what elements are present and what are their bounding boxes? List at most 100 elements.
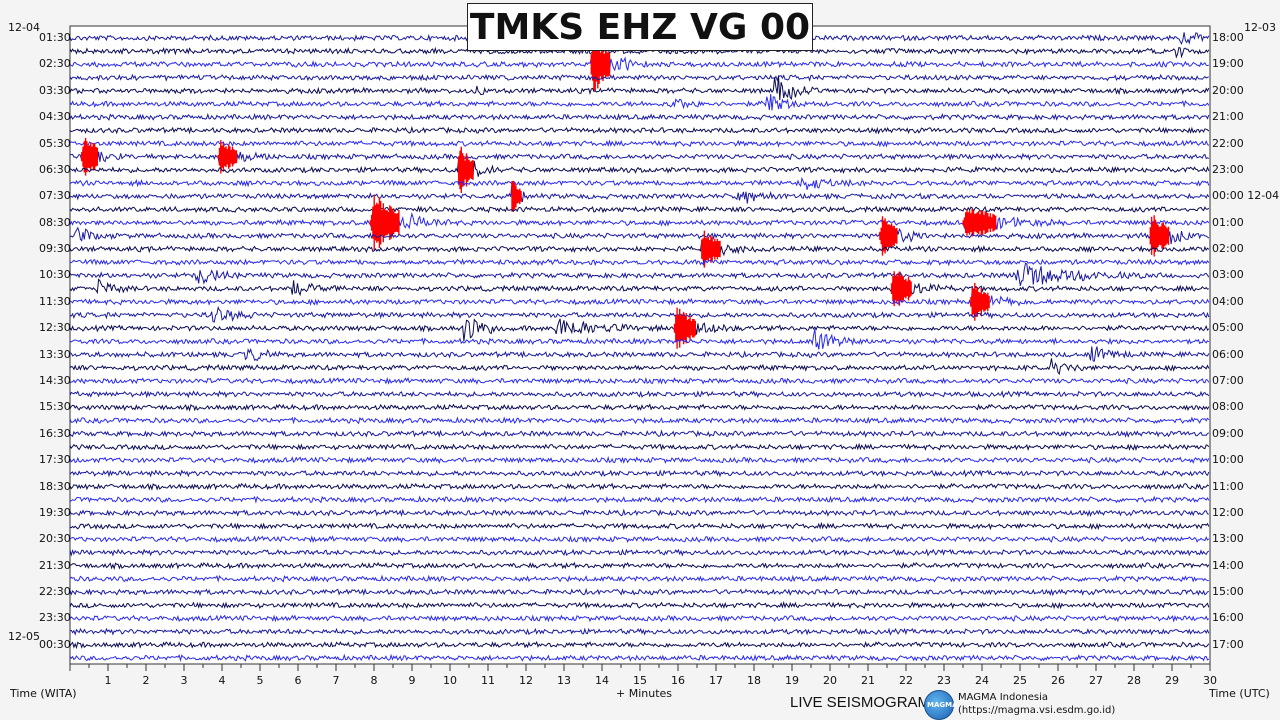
right-time-label: 11:00 [1212, 479, 1244, 493]
right-time-label: 07:00 [1212, 373, 1244, 387]
seismo-trace [69, 561, 1210, 571]
seismo-trace [69, 653, 1210, 663]
seismo-trace [69, 305, 1210, 323]
logo-text: MAGMA [927, 701, 958, 709]
seismo-trace [69, 442, 1210, 452]
left-time-label: 19:30 [39, 505, 71, 519]
clipped-signal [970, 282, 990, 321]
left-time-label: 01:30 [39, 31, 71, 44]
left-time-label: 02:30 [39, 57, 71, 71]
x-tick-label: 24 [975, 674, 989, 687]
left-time-label: 18:30 [39, 479, 71, 493]
seismo-trace [69, 390, 1210, 399]
x-tick-label: 18 [747, 674, 761, 687]
org-name: MAGMA Indonesia [958, 692, 1049, 703]
seismo-trace [69, 46, 1210, 59]
x-axis-right-caption: Time (UTC) [1209, 687, 1270, 700]
clipped-signal [879, 215, 1170, 257]
seismo-trace [69, 346, 1210, 362]
seismo-trace [69, 358, 1210, 376]
x-tick-label: 13 [557, 674, 571, 687]
seismo-trace [69, 93, 1210, 111]
right-time-label: 10:00 [1212, 453, 1244, 467]
left-time-label: 00:30 [39, 637, 71, 651]
left-time-label: 12:30 [39, 321, 71, 335]
seismo-trace [69, 112, 1210, 122]
seismo-trace [69, 495, 1210, 504]
left-time-label: 14:30 [39, 373, 71, 387]
seismo-trace [69, 258, 1210, 267]
x-tick-label: 1 [104, 674, 112, 687]
seismo-trace [69, 318, 1210, 342]
x-tick-label: 17 [709, 674, 723, 687]
seismo-trace [69, 416, 1210, 425]
seismo-trace [69, 587, 1209, 597]
x-tick-label: 23 [937, 674, 951, 687]
seismo-trace [69, 40, 1209, 81]
left-time-label: 04:30 [39, 110, 71, 124]
clipped-signal [511, 180, 522, 212]
org-info: MAGMA Indonesia (https://magma.vsi.esdm.… [958, 691, 1115, 717]
right-time-label: 17:00 [1212, 637, 1244, 651]
x-tick-label: 12 [519, 674, 533, 687]
seismo-trace [69, 376, 1210, 385]
clipped-signal [590, 37, 611, 92]
seismo-trace [69, 75, 1210, 101]
right-date-top: 12-03 [1244, 21, 1276, 34]
seismo-trace [69, 429, 1210, 438]
right-time-label: 18:00 [1212, 31, 1244, 44]
left-time-label: 07:30 [39, 189, 71, 203]
left-time-label: 06:30 [39, 162, 71, 176]
right-time-label: 03:00 [1212, 268, 1244, 282]
seismo-trace [69, 207, 1210, 236]
left-time-label: 08:30 [39, 215, 71, 229]
seismo-trace [69, 328, 1210, 350]
x-tick-label: 27 [1089, 674, 1103, 687]
seismo-trace [69, 403, 1210, 412]
seismo-trace [69, 275, 1209, 299]
x-tick-label: 11 [481, 674, 495, 687]
left-time-label: 21:30 [39, 558, 71, 572]
seismo-trace [69, 456, 1210, 465]
x-tick-label: 5 [256, 674, 264, 687]
left-time-label: 03:30 [39, 83, 71, 97]
seismo-trace [69, 125, 1210, 135]
x-tick-label: 29 [1165, 674, 1179, 687]
seismo-trace [69, 640, 1210, 650]
left-time-label: 09:30 [39, 242, 71, 256]
right-time-label: 12:00 [1212, 505, 1244, 519]
right-time-label: 21:00 [1212, 110, 1244, 124]
right-time-label: 22:00 [1212, 136, 1244, 150]
x-tick-label: 21 [861, 674, 875, 687]
clipped-signal [369, 195, 997, 251]
seismo-trace [69, 508, 1209, 517]
seismo-trace [69, 521, 1210, 531]
x-tick-label: 19 [785, 674, 799, 687]
seismo-trace [69, 240, 1210, 268]
left-time-label: 17:30 [39, 453, 71, 467]
x-tick-label: 14 [595, 674, 609, 687]
clipped-signal [458, 146, 474, 193]
x-tick-label: 6 [294, 674, 302, 687]
right-time-label: 13:00 [1212, 532, 1244, 546]
x-tick-label: 2 [142, 674, 150, 687]
right-time-label: 19:00 [1212, 57, 1244, 71]
seismo-trace [69, 469, 1210, 478]
x-tick-label: 3 [180, 674, 188, 687]
right-time-label: 01:00 [1212, 215, 1244, 229]
seismo-trace [69, 288, 1210, 315]
seismo-trace [69, 574, 1209, 583]
clipped-signal [890, 271, 912, 307]
seismo-trace [69, 176, 1210, 190]
seismo-trace [69, 482, 1210, 491]
left-time-label: 11:30 [39, 294, 71, 308]
left-date-top: 12-04 [8, 21, 40, 34]
seismo-trace [69, 148, 1210, 177]
x-axis-left-caption: Time (WITA) [10, 687, 77, 700]
right-time-label: 09:00 [1212, 426, 1244, 440]
seismo-trace [69, 182, 1210, 204]
seismo-trace [69, 205, 1210, 214]
x-tick-label: 4 [218, 674, 226, 687]
right-time-label: 15:00 [1212, 585, 1244, 599]
